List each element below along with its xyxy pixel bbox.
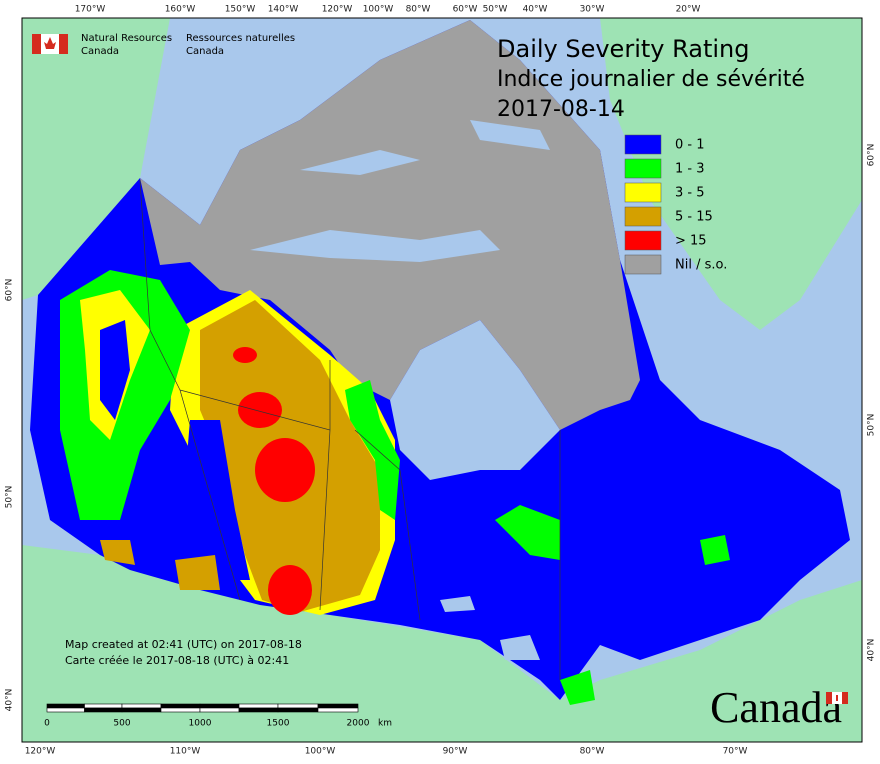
- scale-segment: [46, 707, 85, 713]
- lon-label: 20°W: [676, 5, 701, 15]
- title: Daily Severity Rating: [497, 35, 749, 63]
- legend-label: 5 - 15: [675, 210, 713, 225]
- lon-label: 50°W: [483, 5, 508, 15]
- wordmark-flag: [836, 695, 838, 701]
- title: 2017-08-14: [497, 97, 625, 122]
- scale-segment: [84, 703, 123, 709]
- title: Indice journalier de sévérité: [497, 67, 805, 92]
- scale-segment: [317, 707, 359, 713]
- wordmark-flag: [826, 692, 832, 704]
- rating-gt-15: [233, 347, 257, 363]
- lon-label: 150°W: [225, 5, 256, 15]
- scale-segment: [317, 703, 359, 709]
- alaska-land: [22, 18, 170, 300]
- scale-label: 1000: [189, 719, 212, 729]
- legend-label: Nil / s.o.: [675, 258, 727, 273]
- hudson-bay: [390, 320, 560, 480]
- rating-1-3: [495, 505, 730, 705]
- rating-5-15: [100, 540, 220, 590]
- scale-segment: [199, 703, 240, 709]
- scale-segment: [277, 703, 319, 709]
- lon-label: 60°W: [453, 5, 478, 15]
- lat-label: 50°N: [5, 486, 15, 509]
- lon-label: 170°W: [75, 5, 106, 15]
- note: Carte créée le 2017-08-18 (UTC) à 02:41: [65, 654, 289, 667]
- rating-1-3: [345, 380, 400, 520]
- org-en: Canada: [81, 46, 119, 57]
- legend-swatch: [624, 254, 662, 275]
- legend-swatch: [624, 182, 662, 203]
- wordmark: Canada: [710, 683, 842, 732]
- wordmark-flag: [842, 692, 848, 704]
- rating-gt-15: [255, 438, 315, 502]
- maple-leaf: [44, 37, 56, 49]
- lon-label: 160°W: [165, 5, 196, 15]
- scale-segment: [277, 707, 319, 713]
- scale-label: 2000: [347, 719, 370, 729]
- lat-label: 40°N: [867, 639, 877, 662]
- scale-segment: [238, 707, 279, 713]
- great-lakes: [440, 596, 540, 660]
- map-frame: [21, 17, 863, 743]
- scale-segment: [46, 703, 85, 709]
- legend-swatch: [624, 230, 662, 251]
- flag: [32, 34, 41, 54]
- lon-label: 40°W: [523, 5, 548, 15]
- lat-label: 50°N: [867, 414, 877, 437]
- lon-label: 30°W: [580, 5, 605, 15]
- rating-0-1: [100, 320, 250, 580]
- lat-label: 60°N: [867, 144, 877, 167]
- greenland: [600, 18, 862, 330]
- lon-label: 120°W: [322, 5, 353, 15]
- arctic-channels: [250, 120, 550, 262]
- legend-label: 1 - 3: [675, 162, 705, 177]
- scale-segment: [84, 707, 123, 713]
- legend-swatch: [624, 206, 662, 227]
- lon-label: 110°W: [170, 747, 201, 757]
- scale-segment: [238, 703, 279, 709]
- legend-swatch: [624, 158, 662, 179]
- nil-north: [140, 20, 640, 430]
- legend-label: 0 - 1: [675, 138, 705, 153]
- scale-label: 0: [44, 719, 50, 729]
- rating-gt-15: [268, 565, 312, 615]
- lat-label: 40°N: [5, 689, 15, 712]
- scale-segment: [121, 707, 162, 713]
- boundaries: [139, 179, 561, 680]
- legend-swatch: [624, 134, 662, 155]
- org-fr: Canada: [186, 46, 224, 57]
- scale-label: 500: [113, 719, 130, 729]
- scale-unit: km: [378, 719, 392, 729]
- legend-label: 3 - 5: [675, 186, 705, 201]
- scale-segment: [160, 707, 201, 713]
- org-en: Natural Resources: [81, 33, 172, 44]
- lon-label: 80°W: [580, 747, 605, 757]
- scale-segment: [121, 703, 162, 709]
- lon-label: 90°W: [443, 747, 468, 757]
- lon-label: 70°W: [723, 747, 748, 757]
- lon-label: 80°W: [406, 5, 431, 15]
- note: Map created at 02:41 (UTC) on 2017-08-18: [65, 638, 302, 651]
- scale-segment: [199, 707, 240, 713]
- rating-gt-15: [238, 392, 282, 428]
- lon-label: 100°W: [363, 5, 394, 15]
- legend-label: > 15: [675, 234, 707, 249]
- org-fr: Ressources naturelles: [186, 33, 295, 44]
- flag: [59, 34, 68, 54]
- lon-label: 140°W: [268, 5, 299, 15]
- lat-label: 60°N: [5, 279, 15, 302]
- scale-label: 1500: [267, 719, 290, 729]
- lon-label: 100°W: [305, 747, 336, 757]
- lon-label: 120°W: [25, 747, 56, 757]
- scale-segment: [160, 703, 201, 709]
- us-land: [22, 545, 862, 742]
